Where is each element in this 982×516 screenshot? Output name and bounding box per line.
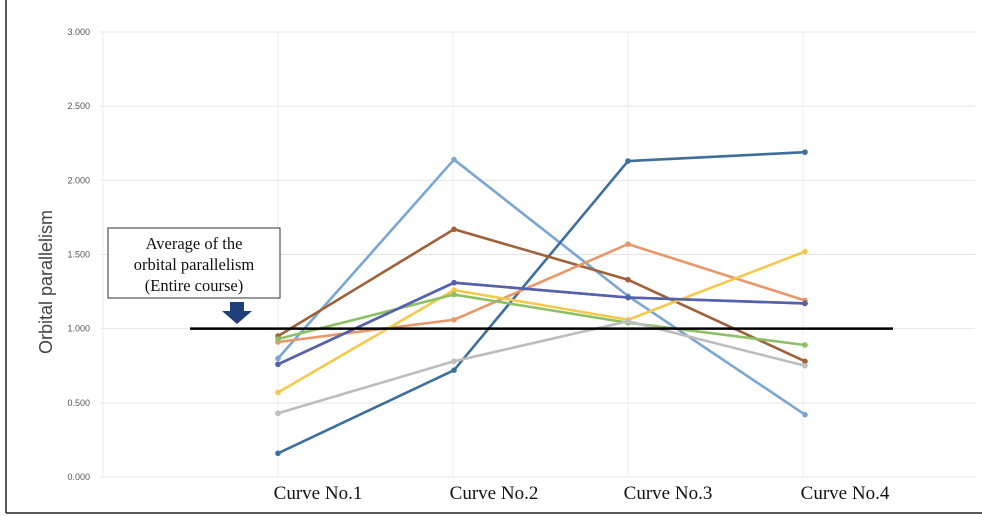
series-line [277,150,806,455]
data-point [275,336,281,342]
data-point [451,287,457,293]
data-point [275,410,281,417]
data-point [802,248,808,255]
y-tick-label: 0.000 [67,472,90,482]
data-point [625,158,631,164]
series-line [277,158,806,416]
data-point [275,355,281,362]
average-annotation: Average of the orbital parallelism (Enti… [107,227,281,324]
y-tick-label: 1.500 [67,250,90,260]
data-point [451,279,457,286]
series-line [277,319,806,415]
x-tick-label: Curve No.3 [624,483,713,504]
annotation-line-2: orbital parallelism [134,255,255,274]
x-tick-label: Curve No.4 [801,483,890,504]
series-line [277,293,806,347]
x-tick-label: Curve No.1 [274,483,363,504]
y-axis-ticks: 0.000 0.500 1.000 1.500 2.000 2.500 3.000 [67,27,90,482]
data-point [451,156,457,163]
x-tick-label: Curve No.2 [450,483,539,504]
data-point [275,450,281,457]
x-axis-ticks: Curve No.1 Curve No.2 Curve No.3 Curve No.4 [274,483,890,504]
annotation-line-3: (Entire course) [145,276,244,295]
data-point [451,358,457,365]
data-point [802,358,808,365]
data-point [802,342,808,348]
y-tick-label: 1.000 [67,324,90,334]
data-point [275,389,281,396]
y-axis-label: Orbital parallelism [36,210,56,354]
data-point [451,226,457,233]
annotation-box [107,227,281,299]
data-point [802,411,808,418]
data-point [802,300,808,307]
series-line [277,250,806,394]
series-line [277,281,806,366]
data-point [802,149,808,155]
data-point [625,294,631,301]
series-group [275,149,808,457]
down-arrow-icon [222,302,252,324]
y-tick-label: 2.000 [67,175,90,185]
data-point [275,361,281,368]
annotation-line-1: Average of the [146,234,243,253]
data-point [625,318,631,325]
y-tick-label: 2.500 [67,101,90,111]
series-line [277,242,806,344]
data-point [451,367,457,374]
data-point [625,276,631,283]
data-point [451,316,457,323]
y-tick-label: 0.500 [67,398,90,408]
data-point [451,291,457,298]
series-line [277,227,806,363]
data-point [625,241,631,247]
y-tick-label: 3.000 [67,27,90,37]
data-point [802,362,808,369]
